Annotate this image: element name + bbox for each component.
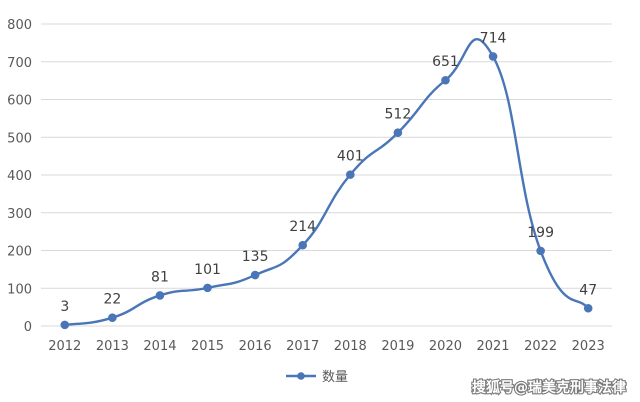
data-label: 3 [60,299,69,315]
data-label: 101 [194,262,221,278]
series-points [60,52,593,330]
data-label: 651 [432,54,459,70]
data-label: 199 [527,225,554,241]
watermark: 搜狐号@瑞美克刑事法律 [471,378,627,397]
data-point [536,246,545,256]
x-tick-label: 2018 [334,339,367,354]
legend-marker [297,372,305,380]
y-tick-label: 500 [7,131,32,146]
series-lines [63,38,590,327]
gridlines [41,23,612,327]
data-point [583,303,593,313]
x-tick-label: 2019 [381,339,414,354]
data-point [345,170,355,179]
x-tick-label: 2023 [572,339,605,354]
legend-label: 数量 [322,370,348,385]
y-tick-label: 600 [7,94,32,109]
data-point [250,270,260,280]
data-point [155,291,165,300]
data-label: 214 [289,219,316,235]
x-axis-tick-labels: 2012 2013 2014 2015 2016 2017 2018 2019 2020 2021… [48,339,605,354]
data-label: 22 [103,292,121,308]
y-tick-label: 800 [7,18,32,33]
legend: 数量 [286,370,348,385]
data-label: 401 [337,149,364,165]
data-point [488,52,498,61]
data-label: 47 [579,282,597,298]
x-tick-label: 2012 [48,339,81,354]
y-tick-label: 400 [7,169,32,184]
x-tick-label: 2013 [96,339,129,354]
x-tick-label: 2017 [286,339,319,354]
series-line [63,38,590,327]
watermark-text: 搜狐号@瑞美克刑事法律 [472,379,626,396]
data-point [298,240,308,250]
data-labels: 3 22 81 101 135 214 401 512 651 714 199 47 [60,30,597,314]
y-tick-label: 700 [7,56,32,71]
x-tick-label: 2020 [429,339,462,354]
y-tick-label: 300 [7,207,32,222]
data-label: 135 [242,249,269,265]
x-tick-label: 2016 [239,339,272,354]
y-axis-tick-labels: 0 100 200 300 400 500 600 700 800 [7,18,32,335]
x-tick-label: 2021 [476,339,509,354]
data-point [203,283,212,293]
data-point [60,320,70,330]
data-point [393,128,403,138]
y-tick-label: 0 [24,320,32,335]
data-point [441,75,450,85]
data-label: 512 [385,107,412,123]
data-point [108,313,117,322]
x-tick-label: 2014 [143,339,176,354]
x-tick-label: 2015 [191,339,224,354]
x-tick-label: 2022 [524,339,557,354]
data-label: 81 [151,269,169,285]
data-label: 714 [480,30,507,46]
y-tick-label: 200 [7,245,32,260]
y-tick-label: 100 [7,282,32,297]
